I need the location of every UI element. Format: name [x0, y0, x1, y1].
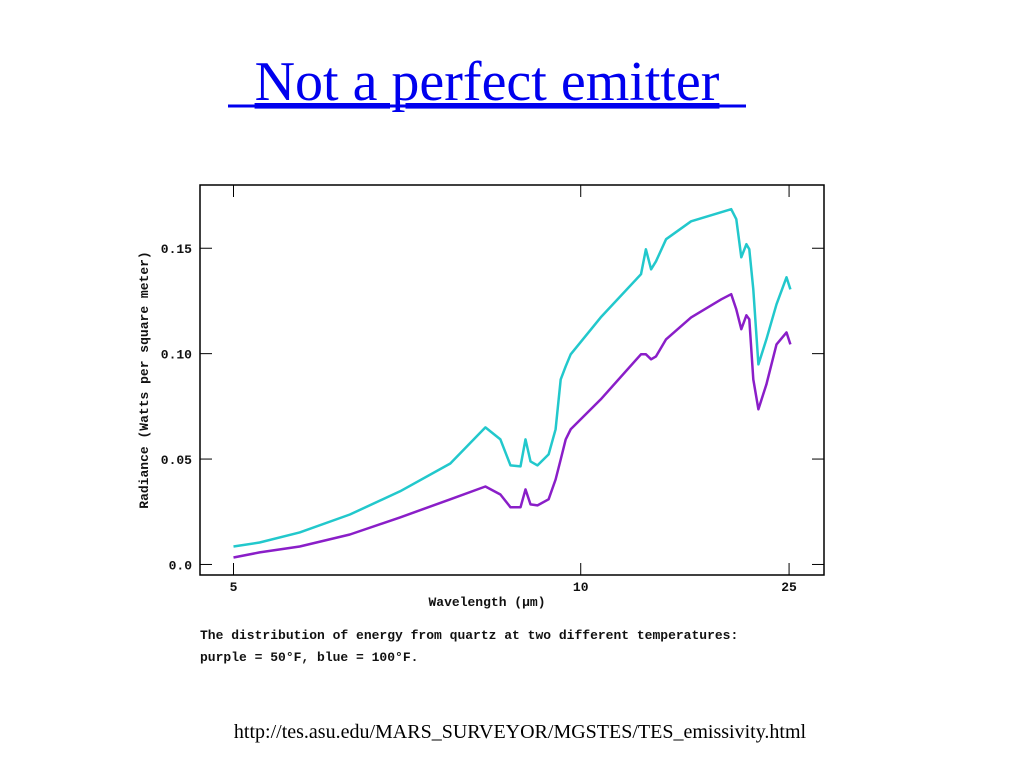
series-line [233, 292, 792, 559]
y-tick-label: 0.15 [161, 242, 192, 257]
y-tick-label: 0.05 [161, 453, 192, 468]
x-tick-label: 25 [781, 580, 797, 595]
source-url: http://tes.asu.edu/MARS_SURVEYOR/MGSTES/… [234, 721, 807, 743]
y-axis-label: Radiance (Watts per square meter) [137, 251, 152, 508]
caption-line: The distribution of energy from quartz a… [200, 628, 738, 643]
x-tick-label: 10 [573, 580, 589, 595]
series-line [233, 207, 792, 548]
x-axis-label: Wavelength (μm) [428, 595, 545, 610]
plot-frame [199, 184, 825, 576]
y-tick-label: 0.0 [169, 558, 193, 573]
x-tick-label: 5 [230, 580, 238, 595]
caption-line: purple = 50°F, blue = 100°F. [200, 650, 418, 665]
slide-title[interactable]: Not a perfect emitter [255, 51, 720, 113]
y-tick-label: 0.10 [161, 348, 192, 363]
